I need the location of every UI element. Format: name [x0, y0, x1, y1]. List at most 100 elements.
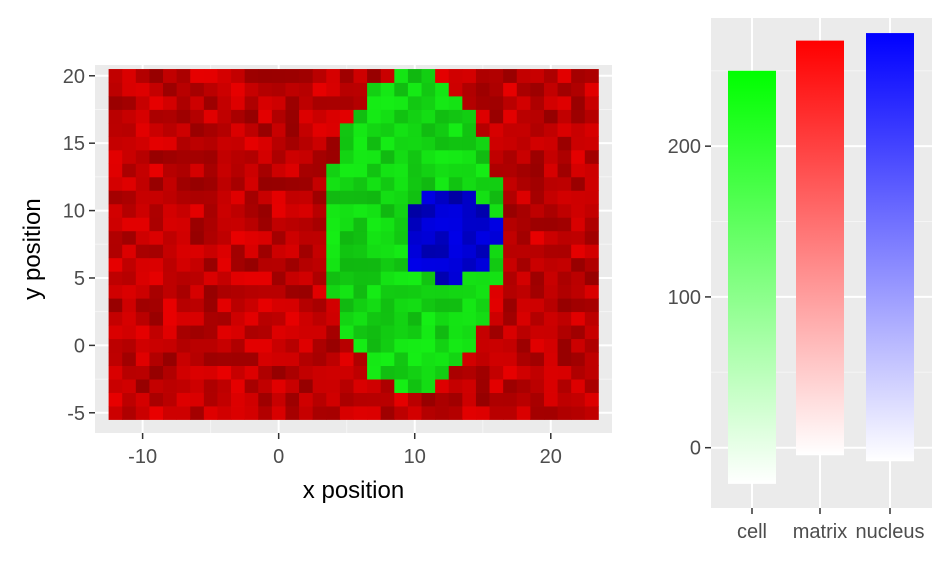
heatmap-tile: [203, 392, 218, 407]
heatmap-tile: [326, 69, 341, 83]
heatmap-tile: [380, 298, 395, 313]
heatmap-tile: [163, 244, 178, 259]
heatmap-tile: [584, 271, 599, 286]
heatmap-tile: [462, 109, 477, 124]
heatmap-tile: [149, 163, 164, 178]
heatmap-tile: [135, 325, 150, 340]
heatmap-tile: [407, 365, 422, 380]
heatmap-tile: [543, 96, 558, 110]
heatmap-tile: [448, 352, 463, 367]
heatmap-tile: [394, 284, 409, 299]
x-axis-title: x position: [303, 477, 404, 504]
heatmap-tile: [326, 230, 341, 245]
heatmap-tile: [475, 257, 490, 272]
heatmap-tile: [353, 217, 368, 232]
heatmap-tile: [475, 298, 490, 313]
heatmap-tile: [394, 406, 409, 420]
heatmap-tile: [516, 271, 531, 286]
heatmap-tile: [435, 338, 450, 353]
heatmap-tile: [489, 230, 504, 245]
heatmap-tile: [584, 392, 599, 407]
heatmap-tile: [380, 311, 395, 326]
heatmap-tile: [584, 379, 599, 393]
heatmap-tile: [380, 352, 395, 367]
heatmap-tile: [503, 82, 518, 97]
heatmap-tile: [543, 109, 558, 124]
heatmap-tile: [203, 217, 218, 232]
heatmap-tile: [203, 244, 218, 259]
heatmap-tile: [530, 149, 545, 164]
heatmap-tile: [326, 379, 341, 393]
heatmap-tile: [190, 96, 205, 110]
heatmap-tile: [530, 352, 545, 367]
heatmap-tile: [190, 163, 205, 178]
heatmap-tile: [516, 217, 531, 232]
heatmap-tile: [326, 96, 341, 110]
heatmap-tile: [584, 149, 599, 164]
heatmap-tile: [149, 365, 164, 380]
heatmap-tile: [299, 257, 314, 272]
heatmap-tile: [149, 190, 164, 205]
heatmap-tile: [326, 136, 341, 151]
heatmap-tile: [108, 392, 123, 407]
heatmap-tile: [258, 217, 273, 232]
heatmap-tile: [217, 365, 232, 380]
heatmap-tile: [231, 69, 246, 83]
heatmap-tile: [231, 203, 246, 218]
x-tick-label-cell: cell: [737, 521, 767, 543]
heatmap-tile: [462, 406, 477, 420]
heatmap-tile: [353, 82, 368, 97]
heatmap-tile: [367, 257, 382, 272]
heatmap-tile: [149, 109, 164, 124]
heatmap-tile: [326, 311, 341, 326]
heatmap-tile: [149, 82, 164, 97]
heatmap-tile: [530, 203, 545, 218]
heatmap-tile: [203, 406, 218, 420]
heatmap-tile: [135, 365, 150, 380]
heatmap-tile: [584, 311, 599, 326]
heatmap-tile: [244, 244, 259, 259]
heatmap-tile: [339, 230, 354, 245]
heatmap-tile: [203, 365, 218, 380]
heatmap-tile: [462, 271, 477, 286]
heatmap-tile: [326, 392, 341, 407]
heatmap-tile: [163, 217, 178, 232]
heatmap-tile: [122, 136, 137, 151]
heatmap-tile: [312, 136, 327, 151]
heatmap-tile: [489, 406, 504, 420]
heatmap-tile: [516, 96, 531, 110]
heatmap-tile: [231, 82, 246, 97]
heatmap-tile: [557, 352, 572, 367]
heatmap-tile: [203, 69, 218, 83]
heatmap-tile: [462, 122, 477, 137]
heatmap-tile: [571, 122, 586, 137]
heatmap-tile: [190, 379, 205, 393]
heatmap-tile: [108, 406, 123, 420]
heatmap-tile: [108, 379, 123, 393]
heatmap-tile: [367, 284, 382, 299]
heatmap-tile: [163, 392, 178, 407]
heatmap-tile: [108, 163, 123, 178]
heatmap-tile: [163, 109, 178, 124]
heatmap-tile: [190, 257, 205, 272]
heatmap-tile: [122, 163, 137, 178]
heatmap-tile: [299, 82, 314, 97]
heatmap-tile: [108, 149, 123, 164]
heatmap-tile: [244, 217, 259, 232]
heatmap-tile: [448, 365, 463, 380]
heatmap-tile: [448, 149, 463, 164]
heatmap-tile: [475, 163, 490, 178]
heatmap-tile: [135, 271, 150, 286]
heatmap-tile: [285, 392, 300, 407]
heatmap-tile: [326, 325, 341, 340]
heatmap-tile: [231, 176, 246, 191]
heatmap-tile: [312, 230, 327, 245]
heatmap-tile: [312, 271, 327, 286]
heatmap-tile: [244, 406, 259, 420]
heatmap-tile: [489, 190, 504, 205]
heatmap-tile: [271, 190, 286, 205]
heatmap-tile: [543, 122, 558, 137]
heatmap-tile: [543, 406, 558, 420]
y-tick-label: -5: [67, 403, 85, 425]
heatmap-tile: [407, 176, 422, 191]
